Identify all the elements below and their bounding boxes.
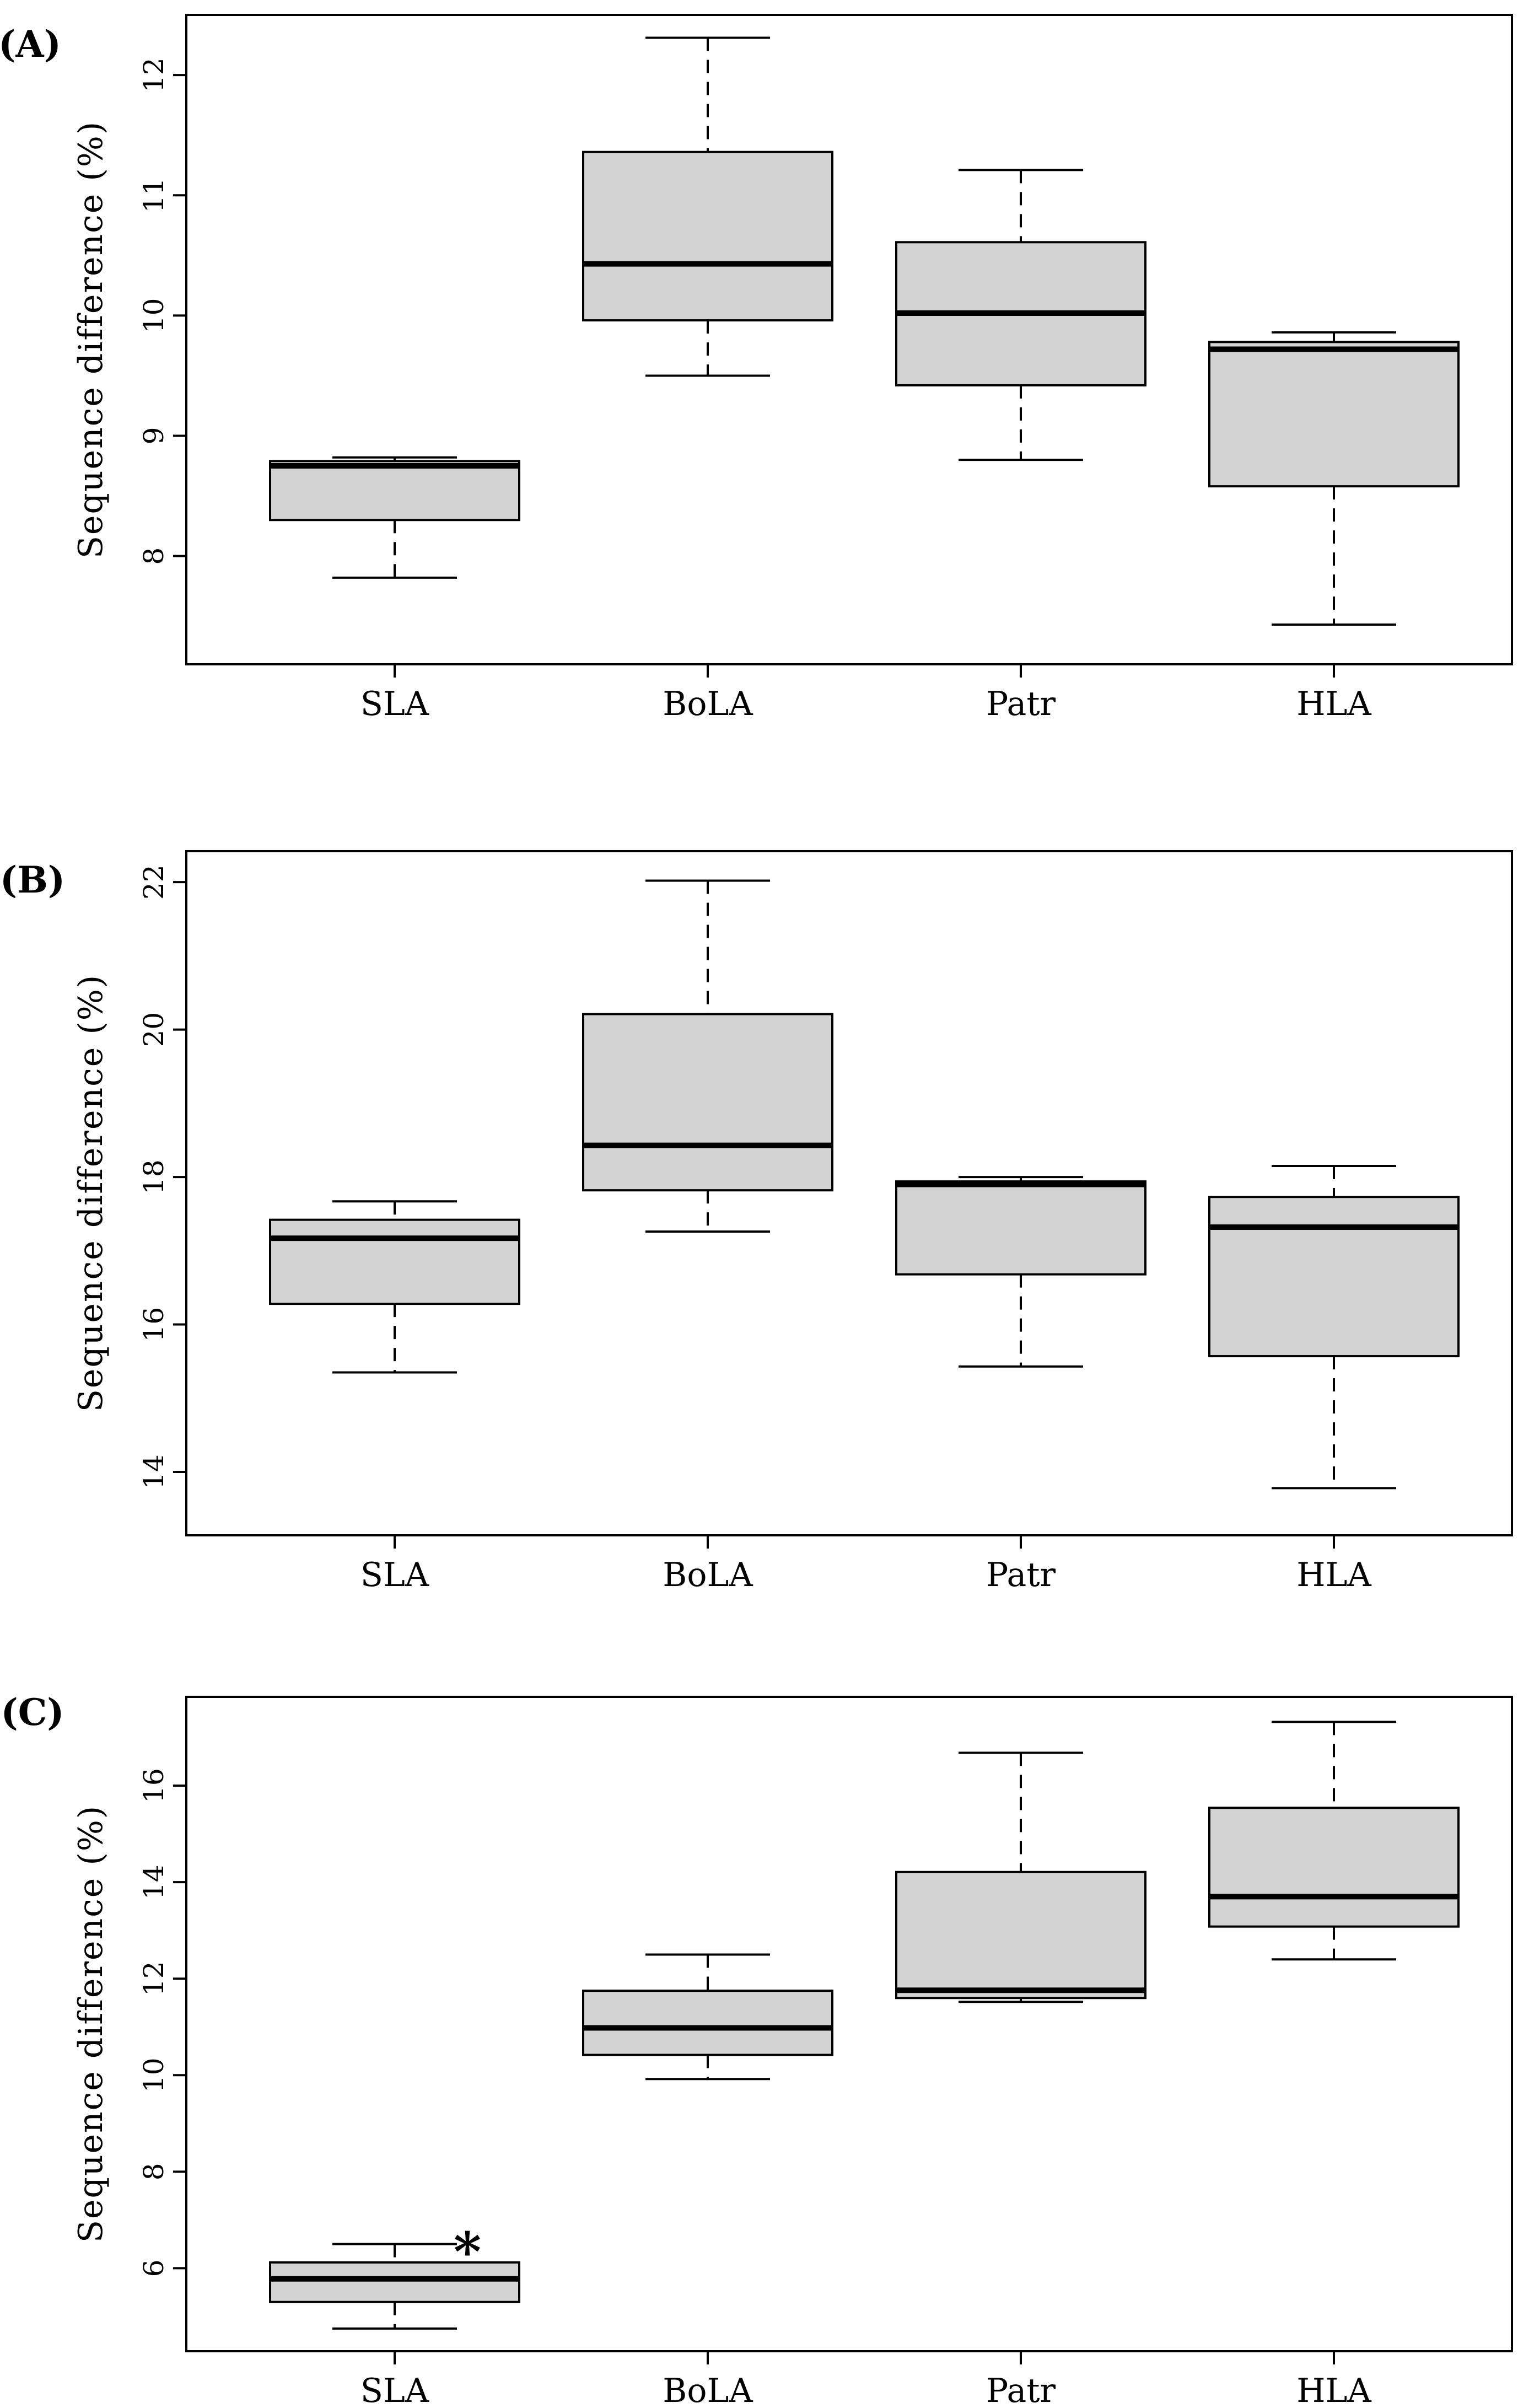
y-tick-label: 10 [138,2057,170,2093]
box-HLA [1208,1807,1460,1928]
box-HLA [1208,341,1460,488]
y-tick-label: 11 [138,178,170,213]
panel-b-letter: (B) [0,858,66,901]
category-label: SLA [360,685,429,723]
category-label: SLA [360,1556,429,1594]
y-tick-label: 18 [138,1159,170,1195]
category-label: BoLA [663,1556,753,1594]
panel-2-frame [185,1696,1513,2352]
category-label: BoLA [663,685,753,723]
box-BoLA [582,1990,833,2056]
y-tick-label: 14 [138,1454,170,1490]
y-tick-label: 16 [138,1307,170,1342]
y-tick-label: 12 [138,57,170,93]
y-tick-label: 6 [138,2260,170,2277]
category-label: HLA [1296,685,1371,723]
category-label: Patr [986,1556,1056,1594]
panel-a-letter: (A) [0,23,61,66]
y-tick-label: 14 [138,1864,170,1900]
y-tick-label: 8 [138,2163,170,2180]
category-label: Patr [986,685,1056,723]
y-tick-label: 20 [138,1012,170,1047]
box-BoLA [582,1013,833,1192]
category-label: HLA [1296,1556,1371,1594]
panel-c-y-axis-title: Sequence difference (%) [72,1804,110,2243]
panel-b-y-axis-title: Sequence difference (%) [72,974,110,1412]
box-SLA [269,2261,520,2303]
y-tick-label: 9 [138,427,170,445]
y-tick-label: 10 [138,298,170,334]
box-Patr [895,1180,1146,1276]
box-SLA [269,460,520,522]
panel-a-y-axis-title: Sequence difference (%) [72,120,110,559]
y-tick-label: 12 [138,1961,170,1996]
panel-1-frame [185,850,1513,1536]
category-label: HLA [1296,2372,1371,2408]
significance-asterisk: * [454,2221,481,2283]
box-BoLA [582,150,833,322]
box-HLA [1208,1196,1460,1358]
y-tick-label: 8 [138,547,170,565]
category-label: BoLA [663,2372,753,2408]
panel-0-frame [185,14,1513,665]
y-tick-label: 22 [138,864,170,900]
panel-c-letter: (C) [1,1691,64,1734]
box-SLA [269,1218,520,1305]
y-tick-label: 16 [138,1768,170,1803]
category-label: SLA [360,2372,429,2408]
box-Patr [895,1871,1146,2000]
category-label: Patr [986,2372,1056,2408]
